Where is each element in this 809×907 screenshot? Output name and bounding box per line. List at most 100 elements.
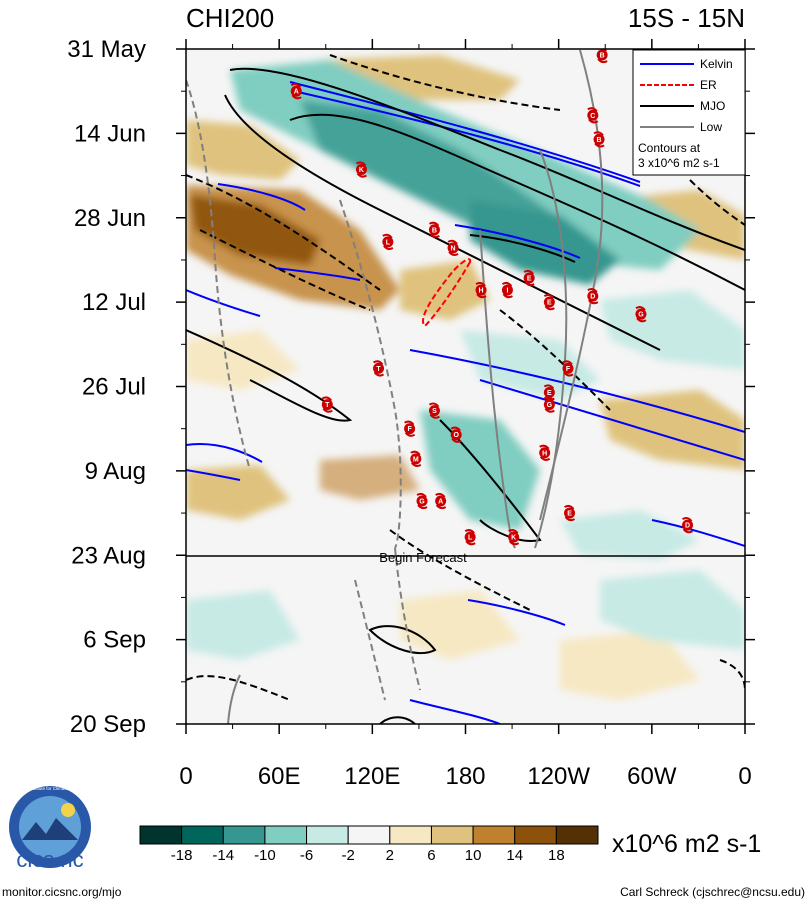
storm-letter: K xyxy=(359,167,364,174)
storm-arm xyxy=(435,492,446,498)
storm-arm xyxy=(682,516,693,522)
kelvin-contour-6 xyxy=(186,289,261,317)
storm-arm xyxy=(417,504,428,510)
y-tick-label: 6 Sep xyxy=(83,627,146,654)
y-tick-label: 14 Jun xyxy=(74,120,146,147)
mjo-negative-3 xyxy=(199,229,371,311)
storm-arm xyxy=(290,83,302,88)
low-dashed-4 xyxy=(354,579,386,701)
storm-letter: O xyxy=(453,432,459,439)
colorbar-label: 14 xyxy=(506,847,523,864)
storm-arm xyxy=(508,529,519,534)
storm-dot xyxy=(543,399,555,411)
storm-dot xyxy=(564,507,576,519)
colorbar-box xyxy=(181,825,224,845)
storm-letter: E xyxy=(547,390,552,397)
storm-arm xyxy=(588,118,599,124)
shade-brown-2 xyxy=(190,195,320,265)
low-dashed-3 xyxy=(394,547,421,691)
y-tick-label: 20 Sep xyxy=(70,711,146,738)
shade-green-8 xyxy=(600,570,745,650)
storm-letter: B xyxy=(597,137,602,144)
storm-marker: T xyxy=(321,396,333,413)
cics-logo: Cooperative Institute for Climate and Sa… xyxy=(4,786,97,872)
storm-arm xyxy=(373,360,384,366)
logo-text: cics.nc xyxy=(16,847,83,872)
low-dashed-contours xyxy=(186,79,421,701)
colorbar-label: 6 xyxy=(427,847,435,864)
kelvin-contour-7 xyxy=(409,349,745,433)
y-tick-label: 28 Jun xyxy=(74,205,146,232)
y-tick-label: 12 Jul xyxy=(82,289,146,316)
shade-brown-3 xyxy=(186,120,300,180)
kelvin-contours xyxy=(186,81,745,724)
mjo-positive-8 xyxy=(379,716,416,724)
colorbar-box xyxy=(389,825,432,845)
shade-brown-7 xyxy=(186,465,290,520)
storm-dot xyxy=(355,164,367,176)
title-left: CHI200 xyxy=(186,3,274,33)
low-dashed-1 xyxy=(186,79,251,471)
storm-arm xyxy=(562,360,573,366)
storm-arm xyxy=(321,396,333,402)
storm-letter: S xyxy=(432,408,437,415)
storm-letter: T xyxy=(325,402,330,409)
colorbar: -18 -14 -10 -6 -2 2 6 10 14 18 xyxy=(139,825,599,864)
colorbar-label: -18 xyxy=(171,847,193,864)
storm-arm xyxy=(539,444,550,450)
storm-letter: E xyxy=(547,300,552,307)
storm-arm xyxy=(383,245,394,250)
storm-arm xyxy=(682,528,694,534)
shade-brown-10 xyxy=(186,330,300,390)
storm-letter: F xyxy=(407,426,412,433)
x-axis: 0 60E 120E 180 120W 60W 0 xyxy=(179,39,752,790)
storm-letter: H xyxy=(542,450,547,457)
storm-arm xyxy=(404,432,416,437)
colorbar-box xyxy=(306,825,349,845)
kelvin-contour-1 xyxy=(289,81,641,183)
kelvin-contour-10 xyxy=(186,469,241,481)
shade-brown-12 xyxy=(560,630,700,700)
mjo-positive-6 xyxy=(439,419,542,542)
colorbar-label: 2 xyxy=(386,847,394,864)
storm-marker: C xyxy=(587,107,599,124)
storm-arm xyxy=(291,94,302,100)
colorbar-label: -2 xyxy=(342,847,355,864)
storm-marker: I xyxy=(501,281,513,299)
er-contour xyxy=(422,258,472,328)
shade-brown-11 xyxy=(400,590,520,660)
kelvin-contour-12 xyxy=(467,599,566,626)
storm-arm xyxy=(382,233,393,239)
storm-dot xyxy=(428,224,440,236)
storm-marker: M xyxy=(410,450,422,467)
storm-arm xyxy=(502,293,513,299)
storm-letter: D xyxy=(685,523,690,530)
kelvin-contour-9 xyxy=(186,443,263,463)
shade-brown-8 xyxy=(320,455,420,500)
logo-sun xyxy=(61,803,75,817)
storm-arm xyxy=(501,281,513,287)
storm-marker: S xyxy=(428,402,440,419)
x-tick-label: 120E xyxy=(344,763,400,790)
storm-arm xyxy=(464,529,475,534)
storm-letter: G xyxy=(419,499,425,506)
mjo-positive-5 xyxy=(186,329,353,422)
storm-arm xyxy=(635,306,646,311)
storm-marker: A xyxy=(290,83,302,100)
storm-marker: G xyxy=(635,306,647,323)
mjo-negative-7 xyxy=(186,675,291,701)
storm-marker: N xyxy=(447,239,459,257)
storm-arm xyxy=(447,239,458,245)
storm-arm xyxy=(587,287,598,293)
kelvin-contour-5 xyxy=(274,267,361,281)
storm-arm xyxy=(428,402,440,408)
storm-arm xyxy=(524,281,535,287)
storm-marker: H xyxy=(475,281,487,299)
storm-marker: E xyxy=(543,294,555,311)
legend-label: Low xyxy=(700,120,722,134)
shade-green-6 xyxy=(600,290,745,370)
storm-letter: B xyxy=(432,227,437,234)
colorbar-units: x10^6 m2 s-1 xyxy=(612,830,761,858)
footer-url: monitor.cicsnc.org/mjo xyxy=(2,885,122,899)
storm-arm xyxy=(355,161,367,167)
